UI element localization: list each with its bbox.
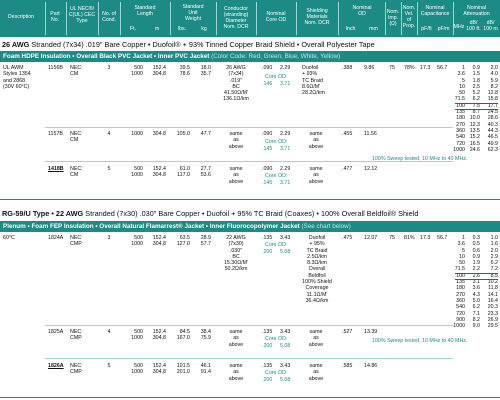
part-number: 1826A [48,363,64,369]
header-od-inch: Inch [345,26,356,32]
part-number: 1156B [48,65,63,71]
section2-title: RG-59/U Type • 22 AWG Stranded (7x30) .0… [2,209,419,218]
header-core-od: Nominal Core OD [265,11,287,23]
header-conductor: Conductor (stranding) Diameter Nom. DCR [223,6,249,30]
highlight-row [455,102,498,110]
part-number: 1157B [48,131,63,137]
header-cap-pf-m: pF/m [437,26,450,32]
header-part-no: Part No. [50,11,60,23]
header-description: Description [8,14,34,20]
section2-band: Plenum • Foam FEP Insulation • Overall N… [0,221,500,232]
header-length-ft: Ft. [129,26,137,32]
header-nominal-od: Nominal OD [352,5,372,17]
section1-band: Foam HDPE Insulation • Overall Black PVC… [0,51,500,62]
attenuation-db-ft-list: 0.3 0.5 0.6 0.9 1.9 2.2 2.6 3.1 3.6 4.3 … [472,235,480,330]
header-no-of-cond: No. of Cond. [102,11,116,23]
header-od-mm: mm [369,26,378,32]
cec-type: NEC: CM [70,65,83,78]
header-weight-lbs: lbs. [177,26,187,32]
header-std-length: Standard Length [134,5,156,17]
attenuation-mhz-list: 1 3.6 5 10 50 71.5 100 135 180 270 360 5… [453,65,465,153]
sweep-note: 100% Sweep tested, 10 MHz to 40 MHz. [372,156,468,162]
header-weight-kg: kg [201,26,207,32]
header-ul-nec: UL NEC®/ C(UL) CEC Type [68,6,96,24]
header-nom-vel: Nom. Vel. of Prop. [402,5,416,29]
header-att-db-m: dB/ 100 m [483,20,498,32]
attenuation-mhz-list: 1 3.6 5 10 50 71.5 100 135 180 270 360 5… [453,235,465,330]
header-capacitance: Nominal Capacitance [420,5,450,17]
header-nom-imp: Nom. Imp. (Ω) [386,9,400,27]
attenuation-db-m-list: 1.0 1.6 2.0 2.9 6.2 7.2 8.5 10.2 11.8 14… [487,235,498,330]
attenuation-db-m-list: 2.0 4.0 5.9 8.2 12.8 15.8 17.7 24.5 28.6… [487,65,498,153]
header-attenuation: Nominal Attenuation [463,5,490,17]
section2-description: 60°C [3,235,15,241]
header-att-db-ft: dB/ 100 ft. [466,20,481,32]
section1-title: 26 AWG Stranded (7x34) .019" Bare Copper… [2,40,375,49]
header-cap-pf-ft: pF/ft [421,26,432,32]
table-header: Description Part No. UL NEC®/ C(UL) CEC … [0,0,500,37]
part-number: 1418B [48,166,64,172]
header-unit-weight: Standard Unit Weight [182,4,204,22]
header-length-m: m [154,26,160,32]
section1-description: UL AWM Styles 1354 and 2868 (30V 60°C) [3,65,31,90]
attenuation-db-ft-list: 0.9 1.5 1.8 2.5 5.2 6.2 7.5 8.7 10.0 12.… [469,65,480,153]
highlight-row [455,272,498,280]
sweep-note: 100% Sweep tested, 10 MHz to 40 MHz. [372,338,468,344]
part-number: 1824A [48,235,64,241]
header-shielding: Shielding Materials Nom. DCR [304,8,330,26]
part-number: 1825A [48,329,64,335]
header-att-mhz: MHz [453,24,465,30]
